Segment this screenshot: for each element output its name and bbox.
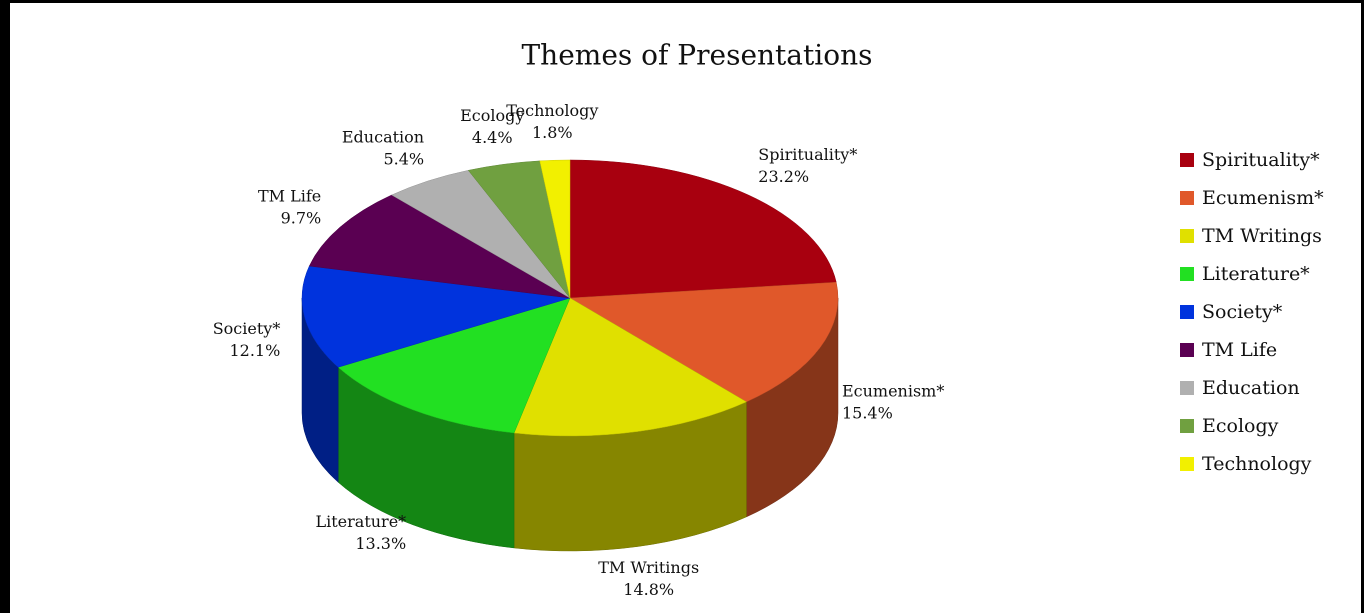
data-label: 5.4% bbox=[383, 149, 424, 168]
slice bbox=[569, 159, 837, 299]
legend-swatch bbox=[1180, 457, 1194, 471]
data-label: 4.4% bbox=[472, 128, 513, 147]
legend-label: Ecology bbox=[1202, 415, 1279, 437]
slice bbox=[539, 159, 571, 299]
legend-label: Education bbox=[1202, 377, 1300, 399]
frame-edge bbox=[0, 0, 10, 613]
legend-swatch bbox=[1180, 305, 1194, 319]
chart-title: Themes of Presentations bbox=[522, 39, 873, 72]
slice bbox=[337, 297, 571, 434]
data-label-name: Spirituality* bbox=[758, 145, 857, 164]
data-label-name: Ecumenism* bbox=[842, 381, 944, 400]
data-label-name: Education bbox=[342, 127, 424, 146]
data-label: 9.7% bbox=[281, 208, 322, 227]
legend-label: TM Life bbox=[1202, 339, 1277, 361]
data-label-name: Technology bbox=[506, 101, 598, 120]
slice bbox=[301, 265, 571, 368]
data-label: 15.4% bbox=[842, 403, 893, 422]
data-label-name: TM Writings bbox=[598, 558, 699, 577]
legend-swatch bbox=[1180, 343, 1194, 357]
legend-swatch bbox=[1180, 267, 1194, 281]
legend-swatch bbox=[1180, 191, 1194, 205]
legend-label: Technology bbox=[1202, 453, 1312, 475]
legend-label: Ecumenism* bbox=[1202, 187, 1324, 209]
legend-label: Spirituality* bbox=[1202, 149, 1320, 171]
data-label-name: Society* bbox=[213, 319, 281, 338]
legend-swatch bbox=[1180, 419, 1194, 433]
data-label: 12.1% bbox=[229, 341, 280, 360]
legend-label: Literature* bbox=[1202, 263, 1310, 285]
data-label: 23.2% bbox=[758, 167, 809, 186]
legend-label: Society* bbox=[1202, 301, 1283, 323]
legend-swatch bbox=[1180, 153, 1194, 167]
legend-label: TM Writings bbox=[1202, 225, 1322, 247]
data-label-name: Literature* bbox=[315, 512, 406, 531]
data-label-name: TM Life bbox=[258, 186, 321, 205]
data-label-name: Ecology bbox=[460, 106, 524, 125]
legend-swatch bbox=[1180, 381, 1194, 395]
data-label: 14.8% bbox=[623, 580, 674, 599]
slice bbox=[308, 194, 571, 299]
slice bbox=[513, 297, 747, 437]
legend-swatch bbox=[1180, 229, 1194, 243]
slice bbox=[569, 281, 839, 403]
data-label: 13.3% bbox=[355, 534, 406, 553]
data-label: 1.8% bbox=[532, 123, 573, 142]
